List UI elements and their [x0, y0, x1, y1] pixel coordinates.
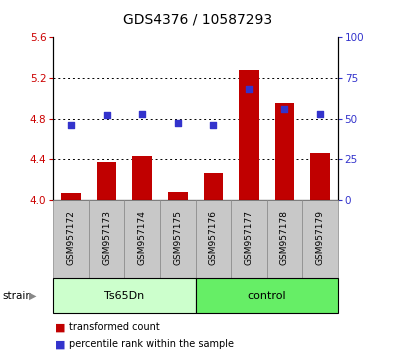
Text: strain: strain [2, 291, 32, 301]
Point [281, 106, 288, 112]
Bar [132, 156, 152, 200]
Text: GSM957176: GSM957176 [209, 210, 218, 265]
Bar [61, 193, 81, 200]
Text: GSM957178: GSM957178 [280, 210, 289, 265]
Bar [302, 200, 338, 278]
Bar [53, 278, 196, 313]
Bar [310, 153, 330, 200]
Text: GSM957174: GSM957174 [138, 210, 147, 265]
Text: GSM957179: GSM957179 [316, 210, 324, 265]
Bar [97, 162, 117, 200]
Bar [160, 200, 196, 278]
Text: ■: ■ [55, 339, 66, 349]
Text: GSM957173: GSM957173 [102, 210, 111, 265]
Bar [124, 200, 160, 278]
Bar [267, 200, 302, 278]
Text: GSM957175: GSM957175 [173, 210, 182, 265]
Text: control: control [247, 291, 286, 301]
Point [210, 122, 216, 128]
Bar [53, 200, 89, 278]
Point [317, 111, 323, 116]
Bar [89, 200, 124, 278]
Text: GSM957172: GSM957172 [67, 210, 75, 265]
Bar [239, 70, 259, 200]
Text: GSM957177: GSM957177 [245, 210, 253, 265]
Point [175, 121, 181, 126]
Bar [275, 103, 294, 200]
Text: percentile rank within the sample: percentile rank within the sample [69, 339, 234, 349]
Bar [196, 200, 231, 278]
Text: transformed count: transformed count [69, 322, 160, 332]
Point [68, 122, 74, 128]
Point [246, 86, 252, 92]
Text: Ts65Dn: Ts65Dn [104, 291, 145, 301]
Bar [196, 278, 338, 313]
Text: GDS4376 / 10587293: GDS4376 / 10587293 [123, 12, 272, 27]
Point [103, 113, 110, 118]
Text: ■: ■ [55, 322, 66, 332]
Bar [203, 172, 223, 200]
Text: ▶: ▶ [29, 291, 36, 301]
Point [139, 111, 145, 116]
Bar [168, 192, 188, 200]
Bar [231, 200, 267, 278]
